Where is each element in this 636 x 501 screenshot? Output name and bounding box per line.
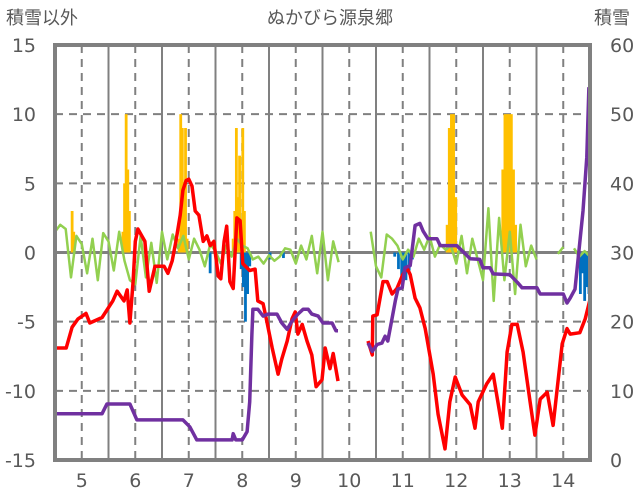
blue-bar — [581, 252, 584, 274]
y2-tick-label: 40 — [610, 173, 634, 195]
orange-bar — [503, 114, 507, 253]
blue-bar — [241, 252, 245, 288]
orange-bar — [447, 128, 451, 253]
x-tick-label: 11 — [391, 470, 415, 492]
orange-bar — [501, 169, 505, 253]
blue-bar — [583, 252, 587, 301]
blue-bar — [282, 252, 285, 259]
orange-bar — [185, 238, 189, 253]
orange-bar — [445, 224, 449, 253]
x-tick-label: 8 — [236, 470, 248, 492]
y-tick-label: 15 — [12, 35, 36, 57]
orange-bar — [450, 114, 453, 253]
orange-bar — [123, 183, 126, 253]
orange-bar — [124, 114, 128, 253]
orange-bar — [182, 183, 186, 253]
orange-bar — [231, 238, 235, 253]
orange-bar — [241, 128, 245, 253]
blue-bar — [585, 252, 589, 288]
plot-border — [53, 43, 592, 462]
blue-bar — [578, 252, 582, 294]
orange-bar — [454, 197, 458, 253]
blue-bar — [246, 252, 249, 294]
x-tick-label: 7 — [183, 470, 195, 492]
y-tick-label: 5 — [24, 173, 36, 195]
orange-bar — [514, 224, 518, 253]
y-tick-label: -5 — [17, 312, 36, 334]
blue-bar — [244, 252, 247, 322]
y-tick-label: -10 — [5, 381, 36, 403]
orange-bar — [72, 231, 76, 253]
orange-bar — [184, 128, 187, 253]
lines — [54, 87, 592, 451]
y2-tick-label: 50 — [610, 104, 634, 126]
orange-bar — [512, 169, 515, 253]
orange-bar — [70, 211, 74, 253]
plot-frame — [53, 43, 592, 462]
x-tick-label: 10 — [337, 470, 361, 492]
x-tick-label: 13 — [498, 470, 522, 492]
y2-tick-label: 10 — [610, 381, 634, 403]
orange-bar — [509, 114, 513, 253]
y-tick-label: 0 — [24, 243, 36, 265]
x-tick-label: 12 — [444, 470, 468, 492]
orange-bar — [242, 211, 246, 253]
orange-bar — [121, 231, 125, 253]
blue-bar — [400, 252, 404, 281]
x-tick-label: 14 — [551, 470, 575, 492]
x-tick-label: 6 — [129, 470, 141, 492]
y-tick-label: -15 — [5, 450, 36, 472]
orange-bar — [126, 169, 130, 253]
green-line — [54, 206, 591, 303]
orange-bar — [238, 155, 241, 253]
purple-line — [55, 87, 591, 442]
blue-bar — [248, 252, 252, 267]
y2-tick-label: 60 — [610, 35, 634, 57]
chart-title: ぬかびら源泉郷 — [267, 8, 393, 29]
orange-bar — [234, 128, 238, 253]
orange-bar — [505, 114, 509, 253]
blue-bar — [208, 252, 212, 274]
x-tick-label: 5 — [76, 470, 88, 492]
orange-bar — [179, 114, 183, 253]
y2-tick-label: 30 — [610, 243, 634, 265]
orange-bar — [127, 211, 131, 253]
blue-bar — [393, 252, 397, 257]
left-axis-title: 積雪以外 — [6, 8, 78, 29]
blue-bar — [402, 252, 406, 274]
right-axis-title: 積雪 — [594, 8, 630, 29]
y-tick-label: 10 — [12, 104, 36, 126]
orange-bar — [507, 114, 511, 253]
y2-tick-label: 20 — [610, 312, 634, 334]
orange-bar — [452, 114, 455, 253]
x-tick-label: 9 — [290, 470, 302, 492]
red-line — [55, 177, 592, 451]
y2-tick-label: 0 — [610, 450, 622, 472]
blue-bar — [397, 252, 400, 270]
